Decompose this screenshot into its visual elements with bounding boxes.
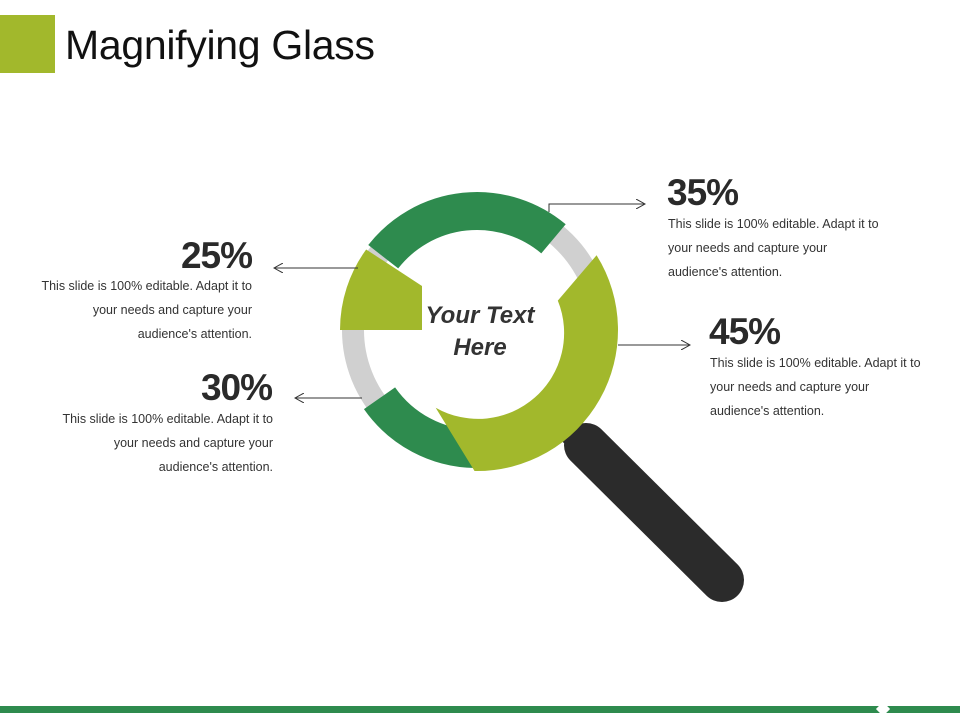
- desc-45: This slide is 100% editable. Adapt it to…: [710, 356, 921, 418]
- desc-30: This slide is 100% editable. Adapt it to…: [62, 412, 273, 474]
- slide-title: Magnifying Glass: [65, 22, 375, 68]
- desc-35: This slide is 100% editable. Adapt it to…: [668, 217, 879, 279]
- segment-35-arc: [368, 192, 566, 269]
- connector-35: [548, 204, 645, 212]
- segment-25-wedge: [340, 249, 422, 330]
- percent-25: 25%: [180, 235, 253, 276]
- percent-45: 45%: [709, 311, 781, 352]
- percent-35: 35%: [667, 172, 739, 213]
- percent-30: 30%: [200, 367, 273, 408]
- desc-25: This slide is 100% editable. Adapt it to…: [41, 279, 252, 341]
- footer-bar: [0, 706, 960, 713]
- center-text-line-2: Here: [453, 334, 506, 361]
- segment-45-arc: [435, 255, 618, 471]
- center-text-line-1: Your Text: [426, 302, 536, 329]
- title-accent-square: [0, 15, 55, 73]
- magnifier-handle: [564, 423, 744, 602]
